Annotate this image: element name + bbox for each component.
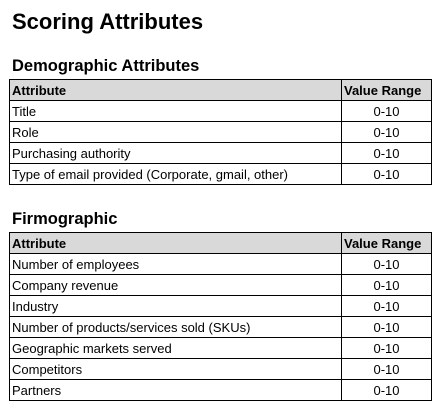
firmographic-attributes-table: Attribute Value Range Number of employee… [9, 232, 432, 401]
table-row: Geographic markets served 0-10 [9, 337, 432, 359]
attribute-cell: Role [9, 121, 342, 143]
firmographic-section-title: Firmographic [12, 210, 118, 228]
value-range-cell: 0-10 [341, 379, 432, 401]
attribute-cell: Competitors [9, 358, 342, 380]
value-range-cell: 0-10 [341, 253, 432, 275]
attribute-cell: Purchasing authority [9, 142, 342, 164]
value-range-column-header: Value Range [341, 232, 432, 254]
table-header-row: Attribute Value Range [9, 232, 432, 254]
value-range-cell: 0-10 [341, 163, 432, 185]
attribute-cell: Type of email provided (Corporate, gmail… [9, 163, 342, 185]
value-range-cell: 0-10 [341, 358, 432, 380]
table-row: Competitors 0-10 [9, 358, 432, 380]
attribute-cell: Company revenue [9, 274, 342, 296]
page-title: Scoring Attributes [12, 9, 204, 34]
value-range-cell: 0-10 [341, 121, 432, 143]
table-row: Type of email provided (Corporate, gmail… [9, 163, 432, 185]
value-range-cell: 0-10 [341, 274, 432, 296]
value-range-cell: 0-10 [341, 295, 432, 317]
attribute-cell: Partners [9, 379, 342, 401]
attribute-cell: Industry [9, 295, 342, 317]
table-row: Role 0-10 [9, 121, 432, 143]
demographic-section-title: Demographic Attributes [12, 57, 200, 75]
table-row: Title 0-10 [9, 100, 432, 122]
attribute-cell: Number of products/services sold (SKUs) [9, 316, 342, 338]
attribute-cell: Number of employees [9, 253, 342, 275]
value-range-column-header: Value Range [341, 79, 432, 101]
value-range-cell: 0-10 [341, 100, 432, 122]
value-range-cell: 0-10 [341, 142, 432, 164]
table-row: Number of employees 0-10 [9, 253, 432, 275]
table-row: Partners 0-10 [9, 379, 432, 401]
table-row: Industry 0-10 [9, 295, 432, 317]
demographic-attributes-table: Attribute Value Range Title 0-10 Role 0-10 P… [9, 79, 432, 185]
table-row: Company revenue 0-10 [9, 274, 432, 296]
table-row: Purchasing authority 0-10 [9, 142, 432, 164]
table-row: Number of products/services sold (SKUs) 0… [9, 316, 432, 338]
attribute-cell: Geographic markets served [9, 337, 342, 359]
attribute-cell: Title [9, 100, 342, 122]
value-range-cell: 0-10 [341, 337, 432, 359]
attribute-column-header: Attribute [9, 79, 342, 101]
value-range-cell: 0-10 [341, 316, 432, 338]
table-header-row: Attribute Value Range [9, 79, 432, 101]
attribute-column-header: Attribute [9, 232, 342, 254]
